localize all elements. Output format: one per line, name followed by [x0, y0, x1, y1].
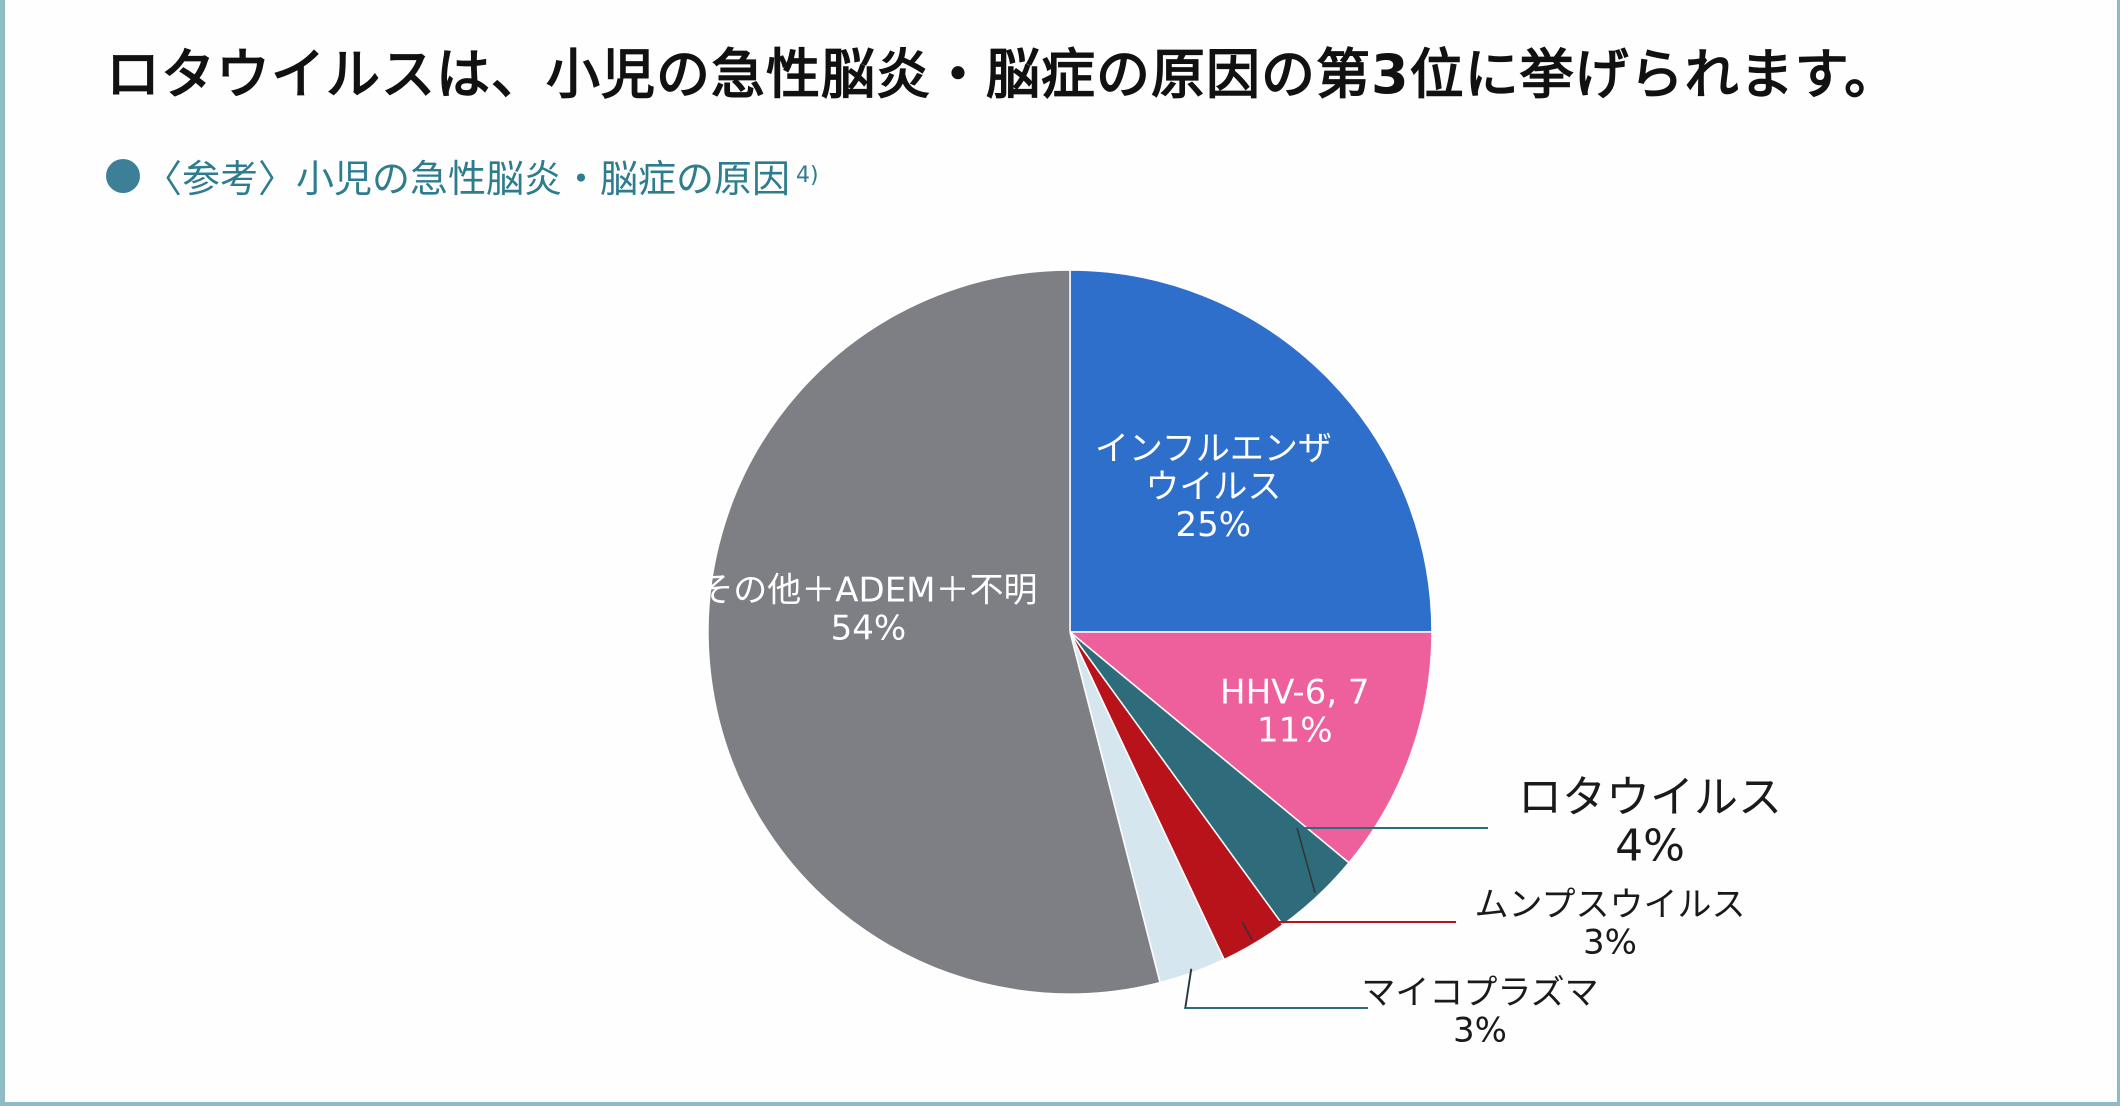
slice-value-label-2: 4% — [1615, 820, 1685, 871]
leader-line-4 — [1184, 968, 1368, 1009]
pie-slice-0 — [1069, 269, 1433, 633]
chart-subtitle: 〈参考〉小児の急性脳炎・脳症の原因 4) — [106, 148, 819, 203]
slice-label-0: ウイルス — [1145, 467, 1281, 507]
slice-label-3: ムンプスウイルス — [1475, 885, 1746, 925]
bullet-circle-icon — [106, 158, 140, 193]
slice-label-5: その他＋ADEM＋不明 — [699, 570, 1037, 610]
slice-label-4: マイコプラズマ — [1361, 973, 1598, 1013]
slice-label-2: ロタウイルス — [1518, 772, 1782, 823]
leader-line-inner-3 — [1241, 921, 1253, 941]
slice-value-label-4: 3% — [1453, 1010, 1507, 1050]
subtitle-text: 〈参考〉小児の急性脳炎・脳症の原因 — [144, 157, 791, 201]
slice-value-label-3: 3% — [1583, 922, 1637, 962]
leader-line-inner-4 — [1184, 968, 1193, 1009]
leader-line-inner-2 — [1296, 827, 1316, 894]
pie-slice-5 — [707, 269, 1161, 995]
slice-value-label-0: 25% — [1176, 505, 1252, 545]
pie-slice-1 — [1067, 631, 1433, 864]
slice-value-label-1: 11% — [1257, 710, 1333, 750]
headline: ロタウイルスは、小児の急性脳炎・脳症の原因の第3位に挙げられます。 — [106, 43, 1900, 106]
slice-label-0: インフルエンザ — [1095, 429, 1332, 469]
slice-label-1: HHV-6, 7 — [1220, 672, 1370, 712]
reference-number: 4) — [796, 163, 819, 188]
slice-value-label-5: 54% — [831, 608, 907, 648]
